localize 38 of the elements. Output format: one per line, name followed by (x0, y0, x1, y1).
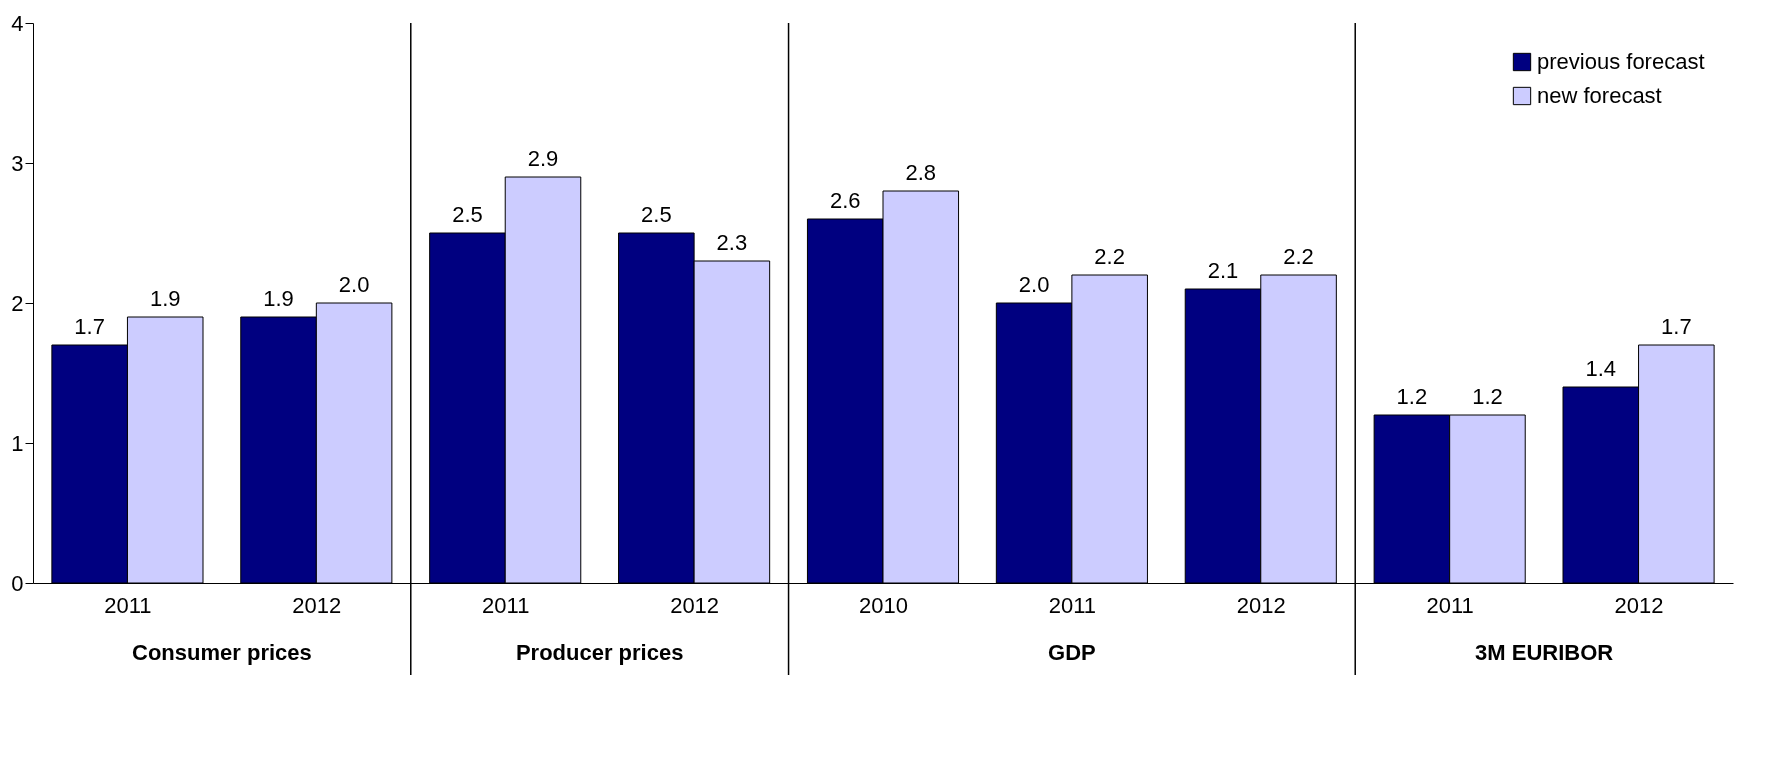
legend-label: previous forecast (1537, 49, 1705, 74)
data-label: 2.5 (452, 202, 483, 227)
data-label: 2.8 (905, 160, 937, 185)
text: Consumer prices (132, 640, 312, 665)
x-tick-label: 2012 (670, 592, 720, 618)
data-label: 2.0 (338, 272, 370, 297)
data-label: 2.2 (1094, 244, 1125, 269)
x-tick-label: 2012 (1614, 592, 1664, 618)
x-tick-label: 2012 (292, 592, 342, 618)
x-tick-label: 2011 (104, 592, 152, 618)
data-label: 1.7 (1661, 314, 1692, 339)
y-tick-label: 4 (11, 10, 24, 36)
data-label: 2.0 (1018, 272, 1050, 297)
data-label: 2.2 (1283, 244, 1314, 269)
data-label: 2.6 (829, 188, 861, 213)
data-label: 1.9 (149, 286, 181, 311)
y-tick-label: 2 (11, 290, 24, 316)
data-label: 1.2 (1396, 384, 1428, 409)
text: Producer prices (515, 640, 684, 665)
y-tick-label: 1 (11, 430, 24, 456)
legend-label: new forecast (1537, 83, 1662, 108)
text: GDP (1048, 640, 1096, 665)
data-label: 1.4 (1585, 356, 1617, 381)
data-label: 2.5 (641, 202, 672, 227)
data-label: 1.2 (1472, 384, 1503, 409)
y-tick-label: 0 (11, 570, 24, 596)
data-label: 1.9 (263, 286, 294, 311)
x-tick-label: 2011 (482, 592, 530, 618)
data-label: 1.7 (74, 314, 105, 339)
y-tick-label: 3 (11, 150, 24, 176)
text: 3M EURIBOR (1475, 640, 1614, 665)
x-tick-label: 2011 (1048, 592, 1097, 618)
x-tick-label: 2011 (1426, 592, 1474, 618)
data-label: 2.3 (716, 230, 748, 255)
data-label: 2.1 (1207, 258, 1239, 283)
x-tick-label: 2010 (859, 592, 908, 618)
data-label: 2.9 (527, 146, 559, 171)
x-tick-label: 2012 (1236, 592, 1286, 618)
